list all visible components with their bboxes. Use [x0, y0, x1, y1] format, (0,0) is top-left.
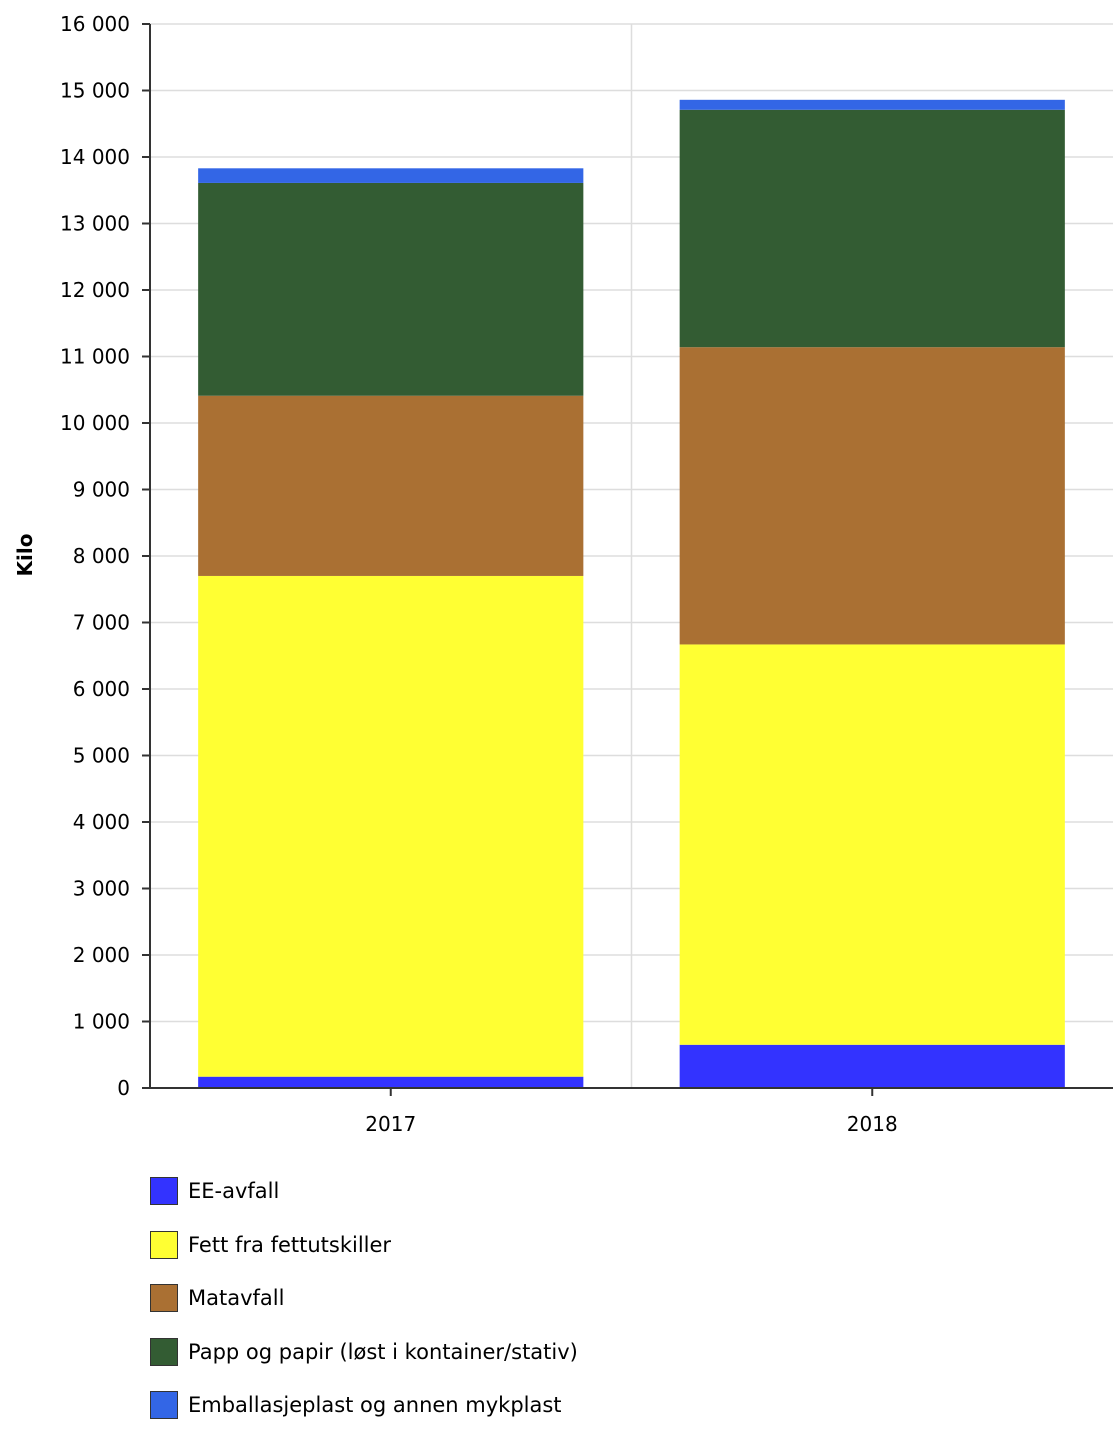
y-tick-label: 10 000: [60, 411, 130, 435]
legend-label: EE-avfall: [188, 1179, 280, 1203]
y-tick-label: 7 000: [73, 611, 130, 635]
bar-fett-fra-fettutskiller-2018[interactable]: [679, 644, 1065, 1045]
y-tick-label: 1 000: [73, 1010, 130, 1034]
x-tick-label: 2018: [847, 1112, 898, 1136]
x-axis-ticks: 2017 2018: [365, 1088, 898, 1136]
y-tick-label: 0: [117, 1076, 130, 1100]
bar-ee-avfall-2018[interactable]: [679, 1044, 1065, 1088]
legend-label: Matavfall: [188, 1286, 285, 1310]
y-tick-label: 5 000: [73, 744, 130, 768]
bars: [198, 99, 1065, 1088]
y-tick-label: 16 000: [60, 12, 130, 36]
bar-stack-2018: [679, 99, 1065, 1088]
bar-emballasjeplast-og-annen-mykplast-2017[interactable]: [198, 168, 584, 183]
y-tick-label: 2 000: [73, 943, 130, 967]
x-tick-label: 2017: [365, 1112, 416, 1136]
bar-matavfall-2017[interactable]: [198, 395, 584, 576]
legend-item[interactable]: Fett fra fettutskiller: [150, 1227, 578, 1263]
legend-swatch: [150, 1391, 178, 1419]
legend-swatch: [150, 1177, 178, 1205]
y-tick-label: 6 000: [73, 677, 130, 701]
y-tick-label: 13 000: [60, 212, 130, 236]
legend-swatch: [150, 1337, 178, 1366]
y-tick-label: 14 000: [60, 145, 130, 169]
bar-papp-og-papir-l-st-i-kontainer-stativ-2018[interactable]: [679, 109, 1065, 348]
legend-label: Fett fra fettutskiller: [188, 1232, 392, 1257]
y-tick-label: 4 000: [73, 810, 130, 834]
legend-swatch: [150, 1230, 178, 1259]
y-tick-label: 15 000: [60, 79, 130, 103]
bar-matavfall-2018[interactable]: [679, 347, 1065, 645]
legend-item[interactable]: Papp og papir (løst i kontainer/stativ): [150, 1334, 578, 1370]
y-tick-label: 12 000: [60, 278, 130, 302]
legend-item[interactable]: Emballasjeplast og annen mykplast: [150, 1387, 578, 1423]
bar-ee-avfall-2017[interactable]: [198, 1076, 584, 1088]
y-tick-label: 11 000: [60, 345, 130, 369]
stacked-bar-chart: 0 1 000 2 000 3 000 4 000 5 000 6 000 7 000 8 00…: [13, 12, 1113, 1136]
legend-item[interactable]: Matavfall: [150, 1280, 578, 1316]
bar-papp-og-papir-l-st-i-kontainer-stativ-2017[interactable]: [198, 182, 584, 396]
legend-label: Papp og papir (løst i kontainer/stativ): [188, 1339, 578, 1364]
bar-stack-2017: [198, 168, 584, 1088]
legend: EE-avfall Fett fra fettutskiller Matavfall…: [150, 1173, 578, 1441]
y-tick-label: 9 000: [73, 478, 130, 502]
y-tick-label: 8 000: [73, 544, 130, 568]
y-axis-ticks: 0 1 000 2 000 3 000 4 000 5 000 6 000 7 000 8 00…: [60, 12, 150, 1100]
bar-emballasjeplast-og-annen-mykplast-2018[interactable]: [679, 99, 1065, 110]
bar-fett-fra-fettutskiller-2017[interactable]: [198, 575, 584, 1077]
legend-item[interactable]: EE-avfall: [150, 1173, 578, 1209]
legend-label: Emballasjeplast og annen mykplast: [188, 1393, 562, 1417]
legend-swatch: [150, 1284, 178, 1312]
y-tick-label: 3 000: [73, 877, 130, 901]
y-axis-title: Kilo: [13, 534, 37, 577]
